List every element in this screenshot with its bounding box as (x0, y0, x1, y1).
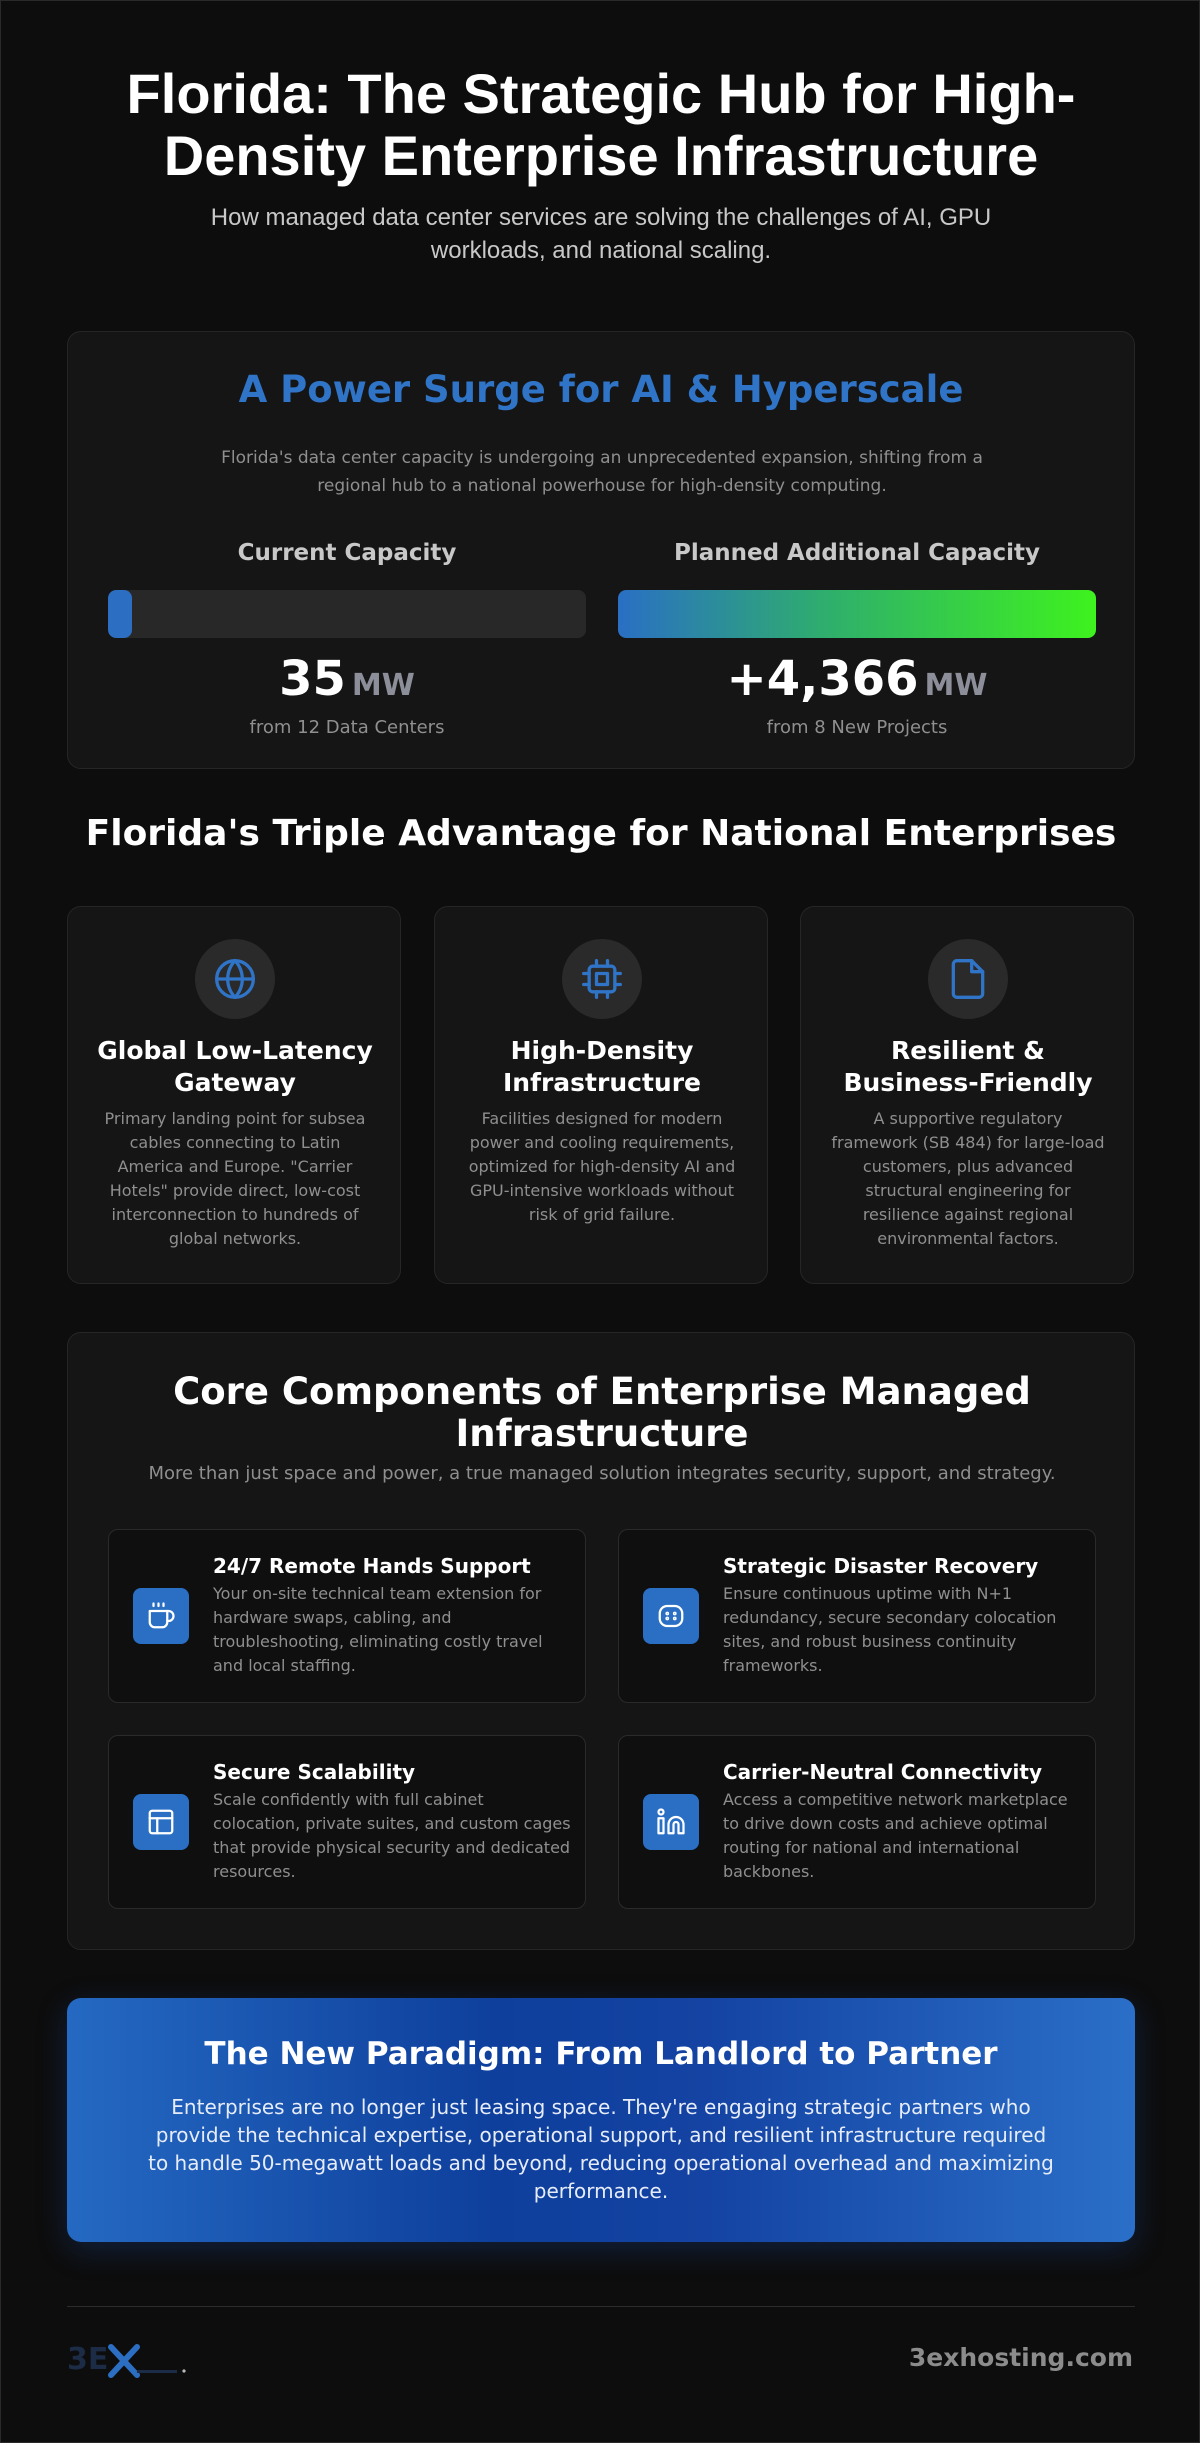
component-description: Access a competitive network marketplace… (723, 1790, 1068, 1881)
advantage-title: Global Low-Latency Gateway (97, 1036, 373, 1097)
current-capacity: Current Capacity 35 MW from 12 Data Cente… (108, 540, 586, 738)
linkedin-icon (643, 1794, 699, 1850)
core-subtitle: More than just space and power, a true m… (148, 1463, 1056, 1484)
advantage-card-density: High-Density Infrastructure Facilities d… (434, 906, 768, 1284)
globe-icon (195, 939, 275, 1019)
component-scalability: Secure Scalability Scale confidently wit… (108, 1735, 586, 1909)
power-surge-card: A Power Surge for AI & Hyperscale Florid… (67, 331, 1135, 769)
recovery-icon (643, 1588, 699, 1644)
advantage-description: A supportive regulatory framework (SB 48… (831, 1109, 1105, 1248)
component-description: Ensure continuous uptime with N+1 redund… (723, 1584, 1057, 1675)
page-subtitle: How managed data center services are sol… (210, 204, 992, 264)
component-remote-hands: 24/7 Remote Hands Support Your on-site t… (108, 1529, 586, 1703)
page-title: Florida: The Strategic Hub for High-Dens… (126, 62, 1076, 187)
coffee-cup-icon (133, 1588, 189, 1644)
current-capacity-unit: MW (351, 668, 415, 703)
current-capacity-label: Current Capacity (237, 540, 457, 566)
paradigm-banner: The New Paradigm: From Landlord to Partn… (67, 1998, 1135, 2242)
brand-logo: 3E (67, 2339, 197, 2379)
component-disaster-recovery: Strategic Disaster Recovery Ensure conti… (618, 1529, 1096, 1703)
current-capacity-note: from 12 Data Centers (249, 717, 445, 738)
component-title: 24/7 Remote Hands Support (213, 1554, 531, 1578)
footer-divider (67, 2306, 1135, 2307)
planned-capacity: Planned Additional Capacity +4,366 MW fro… (618, 540, 1096, 738)
paradigm-title: The New Paradigm: From Landlord to Partn… (204, 2036, 998, 2072)
power-title: A Power Surge for AI & Hyperscale (238, 368, 964, 411)
component-connectivity: Carrier-Neutral Connectivity Access a co… (618, 1735, 1096, 1909)
advantage-description: Facilities designed for modern power and… (468, 1109, 736, 1224)
planned-capacity-number: +4,366 (726, 651, 919, 707)
planned-capacity-label: Planned Additional Capacity (673, 540, 1041, 566)
document-icon (928, 939, 1008, 1019)
component-title: Secure Scalability (213, 1760, 416, 1784)
planned-capacity-note: from 8 New Projects (766, 717, 948, 738)
planned-capacity-unit: MW (924, 668, 988, 703)
cpu-chip-icon (562, 939, 642, 1019)
component-description: Scale confidently with full cabinet colo… (213, 1790, 571, 1881)
advantage-card-resilient: Resilient & Business-Friendly A supporti… (800, 906, 1134, 1284)
power-description: Florida's data center capacity is underg… (221, 448, 983, 496)
component-title: Carrier-Neutral Connectivity (723, 1760, 1042, 1784)
advantage-title: High-Density Infrastructure (503, 1036, 701, 1097)
advantage-description: Primary landing point for subsea cables … (104, 1109, 366, 1248)
current-capacity-number: 35 (279, 651, 346, 707)
advantages-title: Florida's Triple Advantage for National … (85, 813, 1117, 854)
component-description: Your on-site technical team extension fo… (213, 1584, 543, 1675)
planned-capacity-value: +4,366 MW (618, 654, 1096, 715)
advantage-title: Resilient & Business-Friendly (843, 1036, 1093, 1097)
planned-capacity-bar (618, 590, 1096, 638)
layout-icon (133, 1794, 189, 1850)
paradigm-description: Enterprises are no longer just leasing s… (148, 2095, 1054, 2203)
footer-domain[interactable]: 3exhosting.com (908, 2343, 1133, 2372)
planned-capacity-fill (618, 590, 1096, 638)
component-title: Strategic Disaster Recovery (723, 1554, 1039, 1578)
core-title: Core Components of Enterprise Managed In… (173, 1370, 1031, 1455)
current-capacity-fill (108, 590, 132, 638)
core-components-card: Core Components of Enterprise Managed In… (67, 1332, 1135, 1950)
svg-text:3E: 3E (67, 2342, 108, 2377)
advantage-card-gateway: Global Low-Latency Gateway Primary landi… (67, 906, 401, 1284)
current-capacity-bar (108, 590, 586, 638)
current-capacity-value: 35 MW (108, 654, 586, 715)
